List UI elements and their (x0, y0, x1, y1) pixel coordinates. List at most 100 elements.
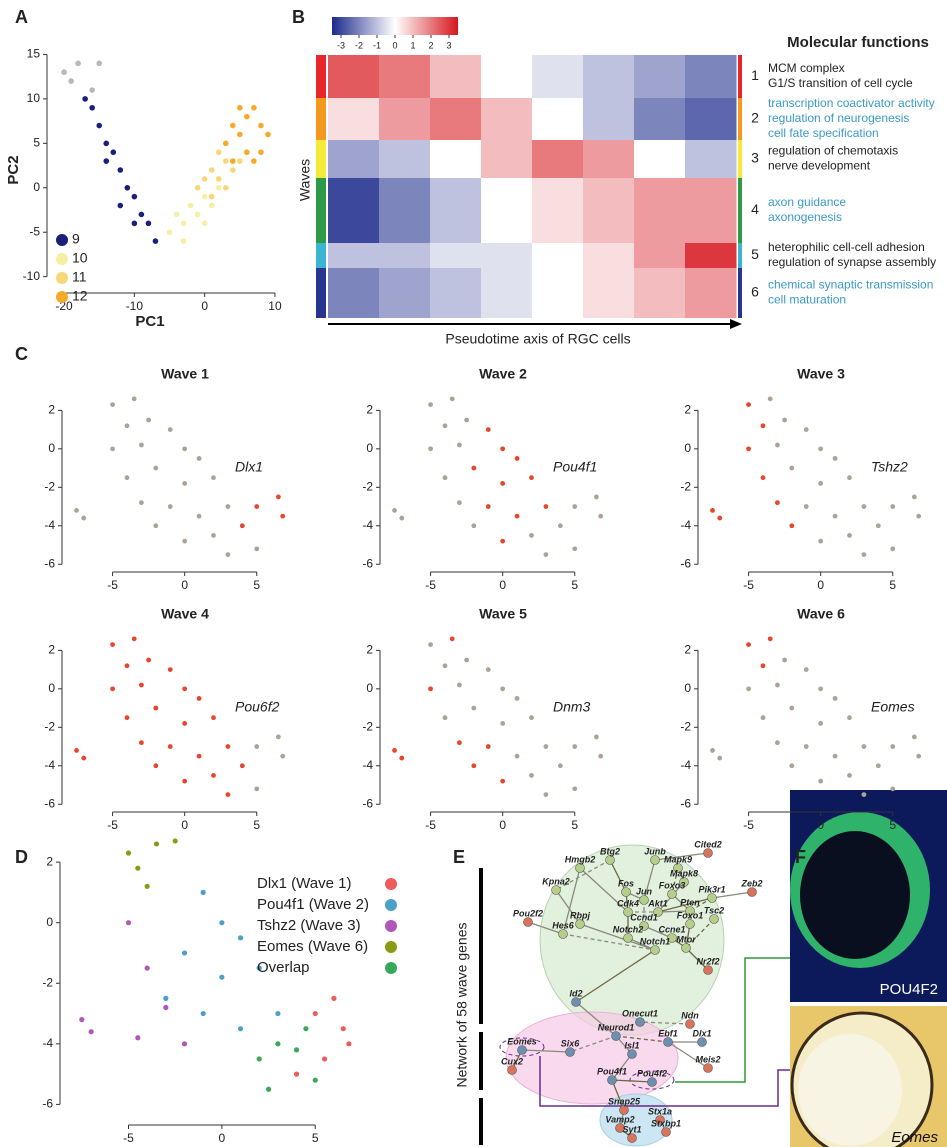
heatmap-cell (328, 98, 380, 140)
point (746, 446, 751, 452)
point (710, 747, 715, 753)
network-node (571, 997, 581, 1007)
x-tick-label: 5 (571, 818, 578, 832)
wave-bracket (738, 178, 742, 243)
point (832, 456, 838, 461)
heatmap-cell (430, 98, 482, 140)
node-label: Neurod1 (598, 1022, 635, 1032)
y-tick-label: -2 (42, 975, 53, 989)
function-label: heterophilic cell-cell adhesion (768, 240, 925, 254)
node-label: Ccnd1 (630, 912, 658, 922)
point (598, 513, 604, 519)
point (173, 211, 180, 218)
point (775, 500, 780, 506)
y-tick-label: 15 (27, 47, 41, 61)
point (399, 515, 405, 521)
gene-label: Tshz2 (871, 459, 908, 475)
heatmap-cell (685, 55, 737, 98)
node-label: Id2 (569, 988, 582, 998)
point (861, 792, 867, 798)
panel-title: Wave 6 (797, 606, 845, 622)
point (890, 744, 896, 749)
point (225, 744, 231, 749)
point (789, 465, 795, 471)
point (767, 396, 773, 402)
x-tick-label: -5 (743, 578, 754, 592)
point (110, 149, 117, 156)
function-label: MCM complex (768, 61, 845, 75)
heatmap-cell (532, 268, 584, 318)
heatmap-cell (532, 178, 584, 243)
y-tick-label: -10 (23, 269, 41, 283)
y-tick-label: 0 (366, 681, 373, 695)
heatmap-cell (328, 243, 380, 268)
network-edge (555, 859, 611, 891)
node-label: Pou4f1 (597, 1066, 627, 1076)
y-tick-label: -4 (680, 518, 691, 532)
network-node (575, 863, 585, 873)
point (208, 202, 215, 209)
point (832, 753, 838, 759)
point (181, 950, 188, 956)
panel-label: B (292, 7, 305, 27)
network-node (673, 863, 683, 873)
point (803, 667, 809, 673)
x-tick-label: 0 (817, 578, 824, 592)
point (215, 176, 222, 182)
colorbar-tick-label: -1 (373, 40, 381, 50)
y-tick-label: 0 (33, 180, 40, 194)
panel-title: Wave 5 (479, 606, 527, 622)
point (182, 446, 188, 452)
x-tick-label: 5 (889, 818, 896, 832)
network-edge (615, 1035, 669, 1043)
point (167, 744, 173, 749)
point (96, 60, 103, 67)
micrograph-lens (798, 1034, 902, 1146)
point (103, 158, 110, 164)
point (89, 104, 95, 111)
point (229, 167, 236, 173)
point (572, 786, 578, 792)
point (760, 475, 766, 481)
heatmap-cell (583, 268, 635, 318)
x-tick-label: -10 (126, 299, 144, 313)
heatmap-cell (583, 178, 635, 243)
network-node (623, 907, 633, 917)
point (251, 104, 257, 111)
point (485, 427, 491, 433)
point (593, 734, 599, 740)
point (746, 402, 751, 408)
point (543, 744, 549, 749)
heatmap-cell (685, 178, 737, 243)
network-edge (562, 867, 581, 935)
image-label: Eomes (891, 1129, 938, 1146)
node-label: Pik3r1 (698, 884, 725, 894)
function-label: regulation of neurogenesis (768, 111, 909, 125)
point (717, 755, 723, 761)
point (182, 481, 188, 486)
network-node (517, 1045, 527, 1055)
y-tick-label: -2 (44, 719, 55, 733)
function-label: nerve development (768, 159, 871, 173)
point (428, 446, 433, 452)
point (208, 167, 215, 173)
point (153, 763, 159, 769)
point (124, 423, 130, 429)
wave-number: 3 (751, 150, 759, 166)
point (237, 1026, 244, 1032)
network-node (685, 906, 695, 916)
gene-label: Eomes (871, 699, 915, 715)
point (500, 686, 506, 692)
node-label: Akt1 (647, 898, 668, 908)
network-node (623, 933, 633, 943)
node-label: Six6 (561, 1038, 581, 1048)
x-tick-label: -5 (425, 818, 436, 832)
legend-title: Molecular functions (787, 34, 929, 51)
x-tick-label: 0 (499, 578, 506, 592)
y-tick-label: 2 (366, 643, 373, 657)
node-label: Pten (680, 897, 700, 907)
point (543, 792, 549, 798)
legend-label: Tshz2 (Wave 3) (257, 917, 361, 934)
node-label: Notch2 (613, 924, 644, 934)
point (514, 696, 520, 701)
